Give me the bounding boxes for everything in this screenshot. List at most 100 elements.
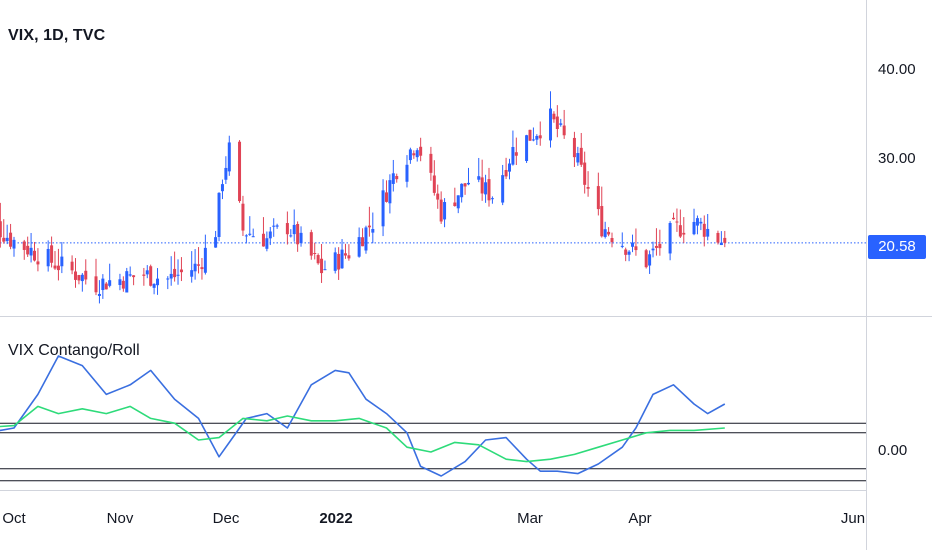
candle-body: [535, 135, 539, 140]
candle-body: [367, 225, 371, 228]
candle-body: [702, 223, 706, 237]
candle-body: [487, 179, 491, 201]
candle-body: [456, 195, 460, 209]
candle-body: [169, 273, 173, 279]
candle-body: [214, 237, 218, 248]
candle-body: [248, 233, 252, 235]
candle-body: [296, 224, 300, 245]
candle-body: [275, 225, 279, 227]
candle-body: [337, 253, 341, 270]
candle-body: [682, 232, 686, 235]
candle-body: [340, 249, 344, 269]
candle-body: [579, 147, 583, 165]
candle-body: [265, 238, 269, 249]
time-axis-label: Dec: [212, 510, 240, 527]
pane-separator[interactable]: [0, 316, 932, 317]
candle-body: [648, 254, 652, 266]
candle-body: [77, 275, 81, 281]
candle-body: [152, 283, 156, 288]
candle-body: [555, 116, 559, 130]
indicator-title[interactable]: VIX Contango/Roll: [8, 342, 140, 359]
candle-body: [723, 237, 727, 243]
candle-body: [388, 180, 392, 204]
candle-body: [419, 146, 423, 156]
candle-body: [70, 261, 74, 271]
price-axis-label: 40.00: [878, 61, 916, 78]
candle-body: [261, 233, 265, 247]
candle-body: [108, 280, 112, 286]
candle-body: [596, 186, 600, 210]
candle-body: [576, 153, 580, 163]
symbol-title[interactable]: VIX, 1D, TVC: [8, 27, 106, 44]
candle-body: [610, 238, 614, 243]
candle-body: [101, 278, 105, 291]
candle-body: [323, 269, 327, 271]
candle-body: [651, 248, 655, 251]
candle-body: [381, 190, 385, 227]
candle-body: [0, 221, 2, 238]
candle-body: [634, 246, 638, 251]
candle-body: [313, 252, 317, 254]
candle-body: [50, 245, 54, 263]
candle-body: [142, 274, 146, 276]
candle-body: [56, 265, 60, 271]
candle-body: [2, 237, 6, 242]
candle-body: [672, 217, 676, 220]
candle-body: [217, 192, 221, 237]
candle-body: [620, 245, 624, 247]
candle-body: [203, 247, 207, 273]
candle-body: [501, 175, 505, 203]
candle-body: [94, 276, 98, 293]
candle-body: [316, 255, 320, 264]
candle-body: [244, 235, 248, 237]
candle-body: [511, 147, 515, 165]
candle-body: [128, 274, 132, 276]
time-axis-border: [0, 490, 866, 491]
time-axis-label: Apr: [628, 510, 652, 527]
candle-body: [453, 202, 457, 207]
candle-body: [53, 265, 57, 269]
candle-body: [631, 242, 635, 247]
candle-body: [706, 228, 710, 237]
candle-body: [562, 125, 566, 136]
price-axis-border: [866, 0, 867, 550]
candle-body: [436, 193, 440, 200]
candle-body: [439, 199, 443, 222]
candle-body: [477, 176, 481, 180]
candle-body: [504, 170, 508, 177]
candle-body: [675, 221, 679, 223]
time-axis-label-year: 2022: [319, 510, 353, 527]
candle-body: [251, 236, 255, 238]
time-axis-label: Nov: [106, 510, 134, 527]
candle-body: [408, 149, 412, 161]
candle-body: [197, 264, 201, 266]
candle-body: [405, 164, 409, 182]
candle-body: [200, 267, 204, 270]
candle-body: [33, 250, 37, 261]
candle-body: [624, 249, 628, 255]
candle-body: [531, 139, 535, 141]
candle-body: [391, 173, 395, 184]
time-axis-label: Oct: [2, 510, 26, 527]
candle-body: [238, 141, 242, 202]
candle-body: [429, 153, 433, 173]
candle-body: [525, 135, 529, 162]
candle-body: [176, 274, 180, 276]
candle-body: [528, 129, 532, 141]
price-pane: [0, 91, 866, 304]
candle-body: [716, 232, 720, 243]
candle-body: [12, 239, 16, 249]
candle-body: [658, 243, 662, 249]
candle-body: [583, 162, 587, 185]
candle-body: [104, 283, 108, 290]
candle-body: [490, 198, 494, 200]
candle-body: [193, 263, 197, 272]
candle-body: [347, 255, 351, 259]
candle-body: [333, 252, 337, 271]
candle-body: [60, 256, 64, 267]
candle-body: [463, 183, 467, 187]
candle-body: [559, 123, 563, 125]
candle-body: [384, 192, 388, 202]
candle-body: [224, 167, 228, 180]
